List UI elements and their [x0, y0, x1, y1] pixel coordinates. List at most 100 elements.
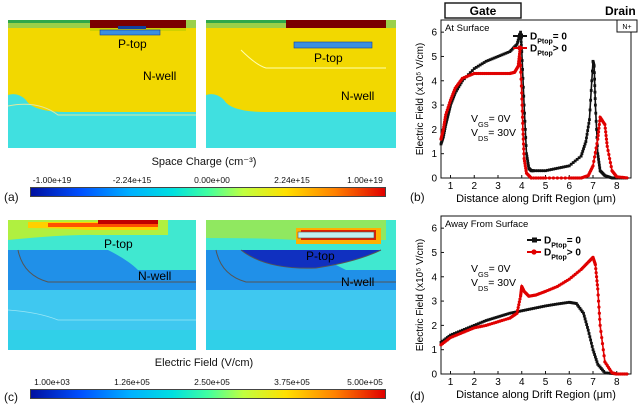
series-0-point — [586, 326, 589, 329]
series-0-point — [589, 338, 593, 342]
series-0-point — [575, 157, 579, 161]
efield-map-left: P-top N-well — [8, 220, 196, 350]
series-1-point — [521, 132, 525, 136]
series-1-point — [597, 122, 601, 127]
panel-label-b: (b) — [410, 190, 425, 204]
series-0-point — [542, 169, 545, 173]
series-0-point — [492, 56, 496, 60]
ef-tick-0: 1.00e+03 — [34, 377, 70, 387]
ef-tick-2: 2.50e+05 — [194, 377, 230, 387]
y-axis-label: Electric Field (x10⁵ V/cm) — [415, 43, 426, 156]
series-0-point — [561, 165, 565, 169]
y-tick-label-1: 1 — [431, 149, 437, 160]
series-0-point — [472, 67, 476, 71]
series-0-point — [586, 328, 590, 332]
x-tick-label-2: 3 — [495, 181, 501, 192]
series-1-point — [519, 84, 524, 88]
series-0-point — [582, 145, 586, 148]
series-0-point — [444, 121, 448, 125]
series-0-point — [597, 160, 601, 164]
series-1-point — [517, 303, 521, 307]
series-0-point — [571, 161, 575, 165]
legend-marker-0 — [532, 237, 537, 243]
series-0-point — [567, 164, 571, 168]
legend-label-0: DPtop= 0 — [544, 236, 581, 250]
x-tick-label-0: 1 — [448, 181, 454, 192]
series-0-point — [470, 69, 474, 73]
series-1-point — [559, 176, 563, 180]
series-0-point — [480, 62, 484, 66]
series-1-point — [596, 287, 600, 291]
series-0-point — [446, 115, 450, 118]
series-0-point — [544, 169, 547, 173]
series-0-point — [553, 302, 557, 306]
series-1-point — [444, 113, 448, 117]
series-1-point — [515, 308, 520, 312]
series-1-point — [597, 126, 601, 130]
series-0-point — [490, 57, 494, 61]
series-0-point — [451, 97, 455, 101]
series-0-point — [506, 51, 510, 54]
series-0-point — [594, 358, 598, 361]
series-1-point — [595, 141, 599, 146]
series-0-point — [595, 360, 599, 364]
series-1-point — [442, 125, 446, 129]
series-0-point — [446, 113, 450, 117]
series-1-point — [596, 293, 600, 297]
series-0-point — [559, 302, 563, 305]
ptop-label-c2: P-top — [306, 249, 335, 263]
series-0-point — [526, 162, 530, 165]
series-0-point — [521, 85, 525, 89]
series-0-point — [584, 320, 588, 324]
series-1-point — [597, 305, 601, 309]
chart-annotation: Away From Surface — [445, 219, 528, 230]
series-0-point — [585, 132, 589, 136]
series-0-point — [559, 166, 563, 169]
x-axis-label: Distance along Drift Region (μm) — [456, 193, 616, 205]
series-0-point — [445, 336, 449, 339]
sc-tick-1: -2.24e+15 — [112, 175, 152, 185]
series-0-point — [442, 338, 446, 342]
series-1-point — [519, 70, 523, 74]
series-1-point — [608, 161, 613, 165]
series-1-point — [593, 150, 597, 155]
bias-text-1: VDS= 30V — [471, 277, 516, 293]
sc-tick-3: 2.24e+15 — [274, 175, 310, 185]
series-0-point — [500, 314, 504, 318]
series-1-point — [521, 137, 525, 141]
series-0-point — [486, 59, 490, 62]
series-0-point — [583, 142, 587, 146]
y-tick-label-0: 0 — [431, 174, 437, 185]
series-0-point — [515, 42, 519, 46]
series-1-point — [594, 267, 598, 271]
series-0-point — [580, 310, 584, 314]
series-0-point — [502, 52, 506, 56]
series-0-point — [581, 149, 585, 153]
series-1-point — [600, 335, 604, 340]
series-0-point — [441, 339, 444, 343]
series-0-point — [597, 163, 601, 167]
series-1-point — [591, 164, 595, 168]
series-1-point — [607, 152, 611, 157]
bias-text-0: VGS= 0V — [471, 263, 511, 279]
series-1-point — [532, 176, 536, 180]
series-0-point — [563, 165, 567, 169]
legend-marker-1 — [517, 45, 523, 51]
series-0-point — [540, 169, 543, 173]
x-tick-label-0: 1 — [448, 377, 454, 388]
series-1-point — [547, 176, 552, 180]
series-1-point — [596, 130, 601, 134]
series-0-point — [453, 93, 456, 97]
series-1-point — [604, 133, 608, 138]
series-0-point — [553, 167, 557, 171]
series-0-point — [565, 301, 569, 304]
series-0-point — [588, 118, 591, 122]
series-1-point — [592, 159, 596, 163]
panel-label-a: (a) — [4, 190, 19, 204]
series-0-point — [462, 328, 466, 331]
series-1-point — [596, 133, 600, 138]
series-1-point — [519, 77, 523, 81]
series-0-point — [447, 108, 451, 112]
series-0-point — [528, 307, 532, 311]
series-0-point — [596, 155, 600, 158]
